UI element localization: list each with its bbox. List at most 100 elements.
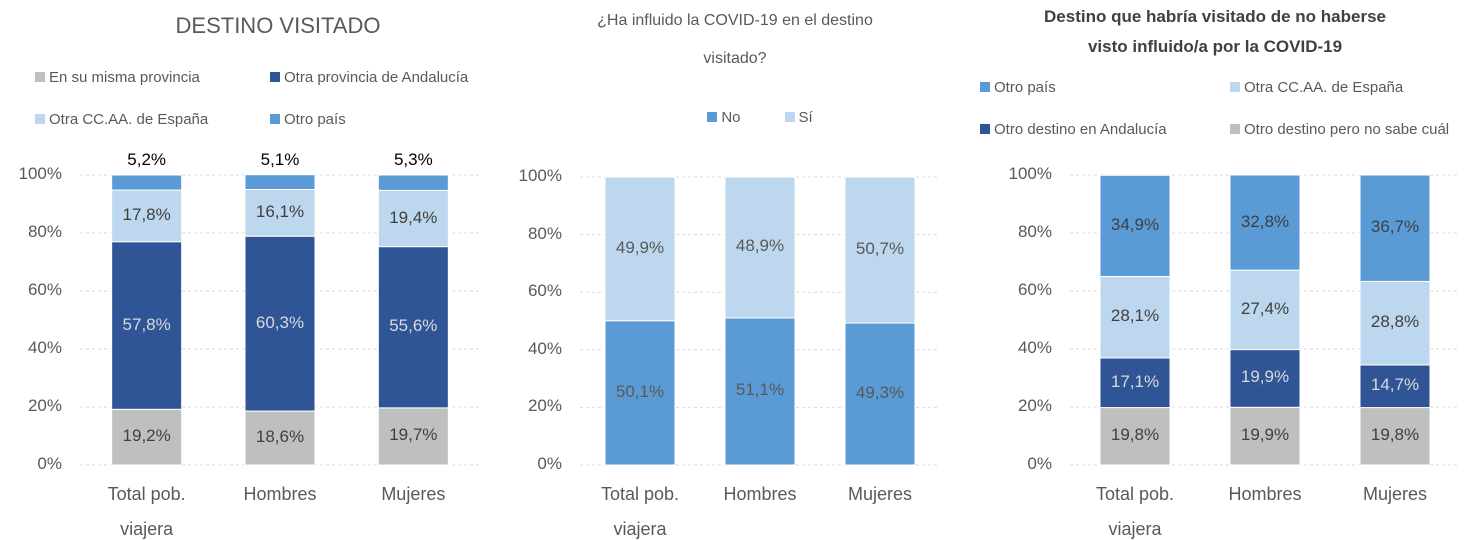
legend-item: En su misma provincia bbox=[35, 56, 270, 98]
y-tick-label: 100% bbox=[518, 166, 562, 185]
bar-segment bbox=[1099, 276, 1171, 359]
value-label: 32,8% bbox=[1240, 211, 1290, 231]
value-label: 55,6% bbox=[389, 316, 438, 336]
value-label: 17,1% bbox=[1110, 371, 1160, 391]
bar-segment bbox=[1099, 174, 1171, 277]
y-tick-label: 100% bbox=[1008, 164, 1052, 183]
legend-item: Otra provincia de Andalucía bbox=[270, 56, 505, 98]
legend: No Sí bbox=[580, 96, 940, 138]
x-tick-label: Hombres bbox=[1228, 484, 1302, 504]
x-tick-label: Total pob. viajera bbox=[600, 484, 680, 539]
value-label: 28,8% bbox=[1370, 312, 1420, 332]
y-tick-label: 0% bbox=[537, 454, 562, 473]
value-label: 49,9% bbox=[615, 237, 665, 257]
y-tick-label: 20% bbox=[1017, 396, 1052, 415]
y-tick-label: 60% bbox=[527, 281, 562, 301]
legend-label: Otra CC.AA. de España bbox=[1244, 78, 1404, 96]
x-tick-label: Mujeres bbox=[381, 484, 446, 504]
legend-item: Sí bbox=[784, 96, 813, 138]
value-label: 19,4% bbox=[389, 207, 438, 227]
value-label: 5,1% bbox=[260, 149, 300, 169]
value-label: 27,4% bbox=[1240, 298, 1290, 318]
value-label: 50,1% bbox=[615, 381, 665, 401]
y-tick-label: 40% bbox=[27, 338, 62, 357]
bar-segment bbox=[604, 176, 676, 322]
value-label: 5,3% bbox=[393, 150, 433, 169]
value-label: 50,7% bbox=[855, 239, 905, 258]
y-tick-label: 60% bbox=[1017, 280, 1052, 299]
value-label: 19,8% bbox=[1370, 425, 1420, 445]
legend-label: Otra provincia de Andalucía bbox=[284, 68, 469, 86]
legend-swatch bbox=[35, 114, 45, 124]
bar-segment bbox=[377, 189, 449, 248]
x-tick-label: Mujeres bbox=[1362, 484, 1428, 504]
value-label: 19,8% bbox=[1110, 425, 1160, 445]
legend-label: No bbox=[721, 108, 741, 126]
bar-segment bbox=[111, 408, 183, 466]
y-tick-label: 40% bbox=[1017, 338, 1052, 357]
legend-swatch bbox=[784, 112, 795, 122]
y-tick-label: 20% bbox=[27, 396, 62, 415]
value-label: 51,1% bbox=[735, 380, 785, 400]
value-label: 49,3% bbox=[855, 383, 905, 402]
legend-label: Otra CC.AA. de España bbox=[49, 110, 209, 128]
y-tick-label: 0% bbox=[1027, 454, 1052, 473]
legend-label: En su misma provincia bbox=[49, 68, 200, 86]
bar-segment bbox=[111, 241, 183, 410]
legend-swatch bbox=[1230, 82, 1240, 92]
bar-segment bbox=[244, 235, 316, 412]
bar-segment bbox=[1099, 357, 1171, 409]
legend-label: Otro destino en Andalucía bbox=[994, 120, 1167, 138]
x-tick-label: Total pob. viajera bbox=[107, 484, 186, 539]
bar-segment bbox=[244, 189, 316, 237]
x-tick-label: Total pob. viajera bbox=[1095, 484, 1175, 539]
chart-title: ¿Ha influido la COVID-19 en el destino v… bbox=[597, 12, 873, 67]
bar-segment bbox=[1359, 407, 1431, 466]
value-label: 60,3% bbox=[255, 312, 305, 332]
legend-swatch bbox=[980, 124, 990, 134]
x-tick-label: Hombres bbox=[723, 484, 797, 504]
y-tick-label: 80% bbox=[27, 222, 62, 241]
y-tick-label: 80% bbox=[1017, 222, 1052, 241]
y-tick-label: 40% bbox=[527, 338, 562, 358]
bar-segment bbox=[724, 176, 796, 319]
legend-swatch bbox=[35, 72, 45, 82]
bar-segment bbox=[377, 174, 449, 191]
value-label: 19,9% bbox=[1240, 425, 1290, 445]
legend-item: No bbox=[707, 96, 741, 138]
value-label: 57,8% bbox=[122, 314, 171, 334]
legend-label: Sí bbox=[798, 108, 813, 126]
legend-item: Otro destino pero no sabe cuál bbox=[1230, 108, 1475, 150]
x-tick-label: Hombres bbox=[243, 484, 317, 504]
value-label: 36,7% bbox=[1370, 217, 1420, 237]
bar-segment bbox=[1359, 280, 1431, 366]
value-label: 19,2% bbox=[122, 426, 171, 446]
y-tick-label: 20% bbox=[527, 396, 562, 416]
value-label: 28,1% bbox=[1110, 306, 1160, 326]
legend-swatch bbox=[1230, 124, 1240, 134]
value-label: 19,9% bbox=[1240, 367, 1290, 387]
value-label: 19,7% bbox=[389, 425, 438, 445]
value-label: 17,8% bbox=[122, 204, 171, 224]
bar-segment bbox=[244, 410, 316, 466]
legend-swatch bbox=[707, 112, 718, 122]
bar-segment bbox=[604, 320, 676, 466]
chart-title: DESTINO VISITADO bbox=[175, 13, 381, 38]
value-label: 18,6% bbox=[255, 427, 305, 447]
bar-segment bbox=[1229, 406, 1301, 466]
y-tick-label: 80% bbox=[527, 223, 562, 243]
bar-segment bbox=[377, 246, 449, 409]
x-tick-label: Mujeres bbox=[847, 484, 913, 504]
bar-segment bbox=[377, 407, 449, 466]
legend-swatch bbox=[980, 82, 990, 92]
bar-segment bbox=[844, 322, 916, 466]
legend-label: Otro destino pero no sabe cuál bbox=[1244, 120, 1450, 138]
bar-segment bbox=[1229, 269, 1301, 351]
value-label: 48,9% bbox=[735, 236, 785, 256]
bar-segment bbox=[111, 174, 183, 191]
chart-title: Destino que habría visitado de no habers… bbox=[1044, 7, 1386, 56]
legend-label: Otro país bbox=[994, 78, 1056, 96]
value-label: 34,9% bbox=[1110, 214, 1160, 234]
bar-segment bbox=[724, 317, 796, 466]
